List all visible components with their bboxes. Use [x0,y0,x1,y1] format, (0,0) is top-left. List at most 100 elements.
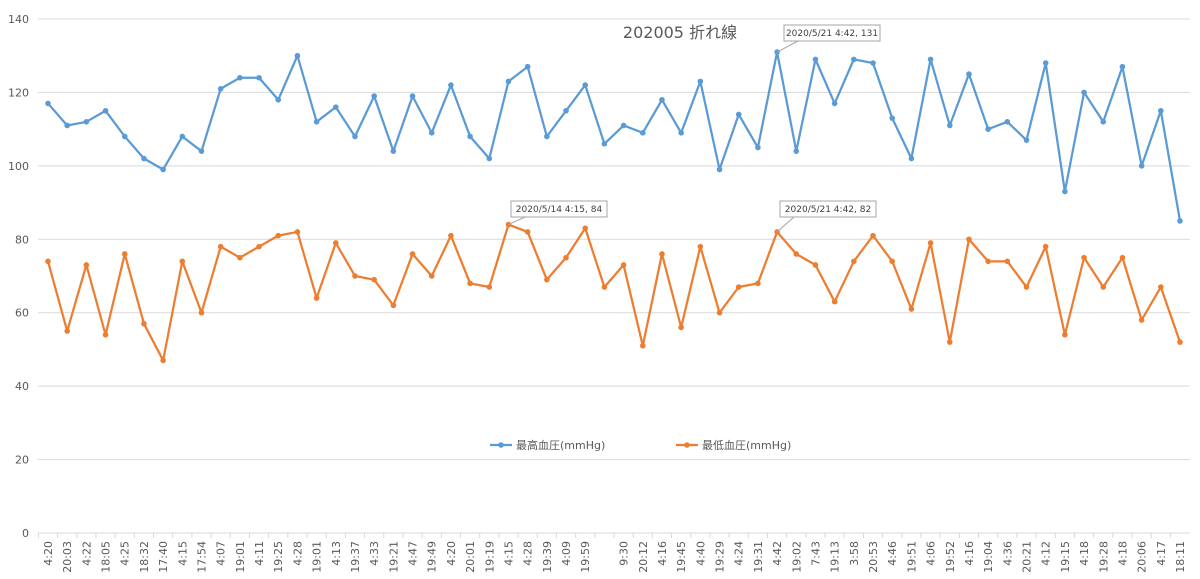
x-tick-label: 19:49 [426,541,439,573]
x-tick-label: 20:21 [1021,541,1034,573]
point [735,284,742,290]
x-tick-label: 19:45 [675,541,688,573]
y-tick-label: 120 [8,86,29,99]
point [1100,119,1107,125]
point [352,273,358,279]
point [927,240,934,246]
point [793,148,800,154]
point [448,232,454,239]
x-tick-label: 4:47 [407,541,420,566]
point [121,251,128,257]
legend-marker [498,442,504,448]
x-tick-label: 19:59 [579,541,592,573]
point [102,107,109,114]
point [486,284,493,290]
point [812,262,819,268]
x-tick-label: 4:40 [694,541,707,566]
point [755,144,761,151]
point [198,148,205,154]
point [141,320,147,327]
y-tick-label: 140 [8,13,29,26]
point [217,85,224,92]
x-tick-label: 4:18 [1116,541,1129,566]
x-tick-label: 4:22 [80,541,93,566]
point [256,243,262,250]
point [966,71,972,77]
point [659,96,665,103]
x-tick-label: 9:30 [618,541,631,566]
point [1177,218,1183,224]
x-tick-label: 19:19 [483,541,496,573]
chart-title: 202005 折れ線 [623,23,737,42]
point [985,126,991,132]
point [237,74,243,81]
point [1042,60,1049,66]
point [1081,254,1087,261]
x-tick-label: 4:25 [119,541,132,566]
y-tick-label: 80 [15,233,29,246]
point [870,60,876,66]
x-tick-label: 19:39 [541,541,554,573]
point [1004,119,1011,125]
point [428,273,435,279]
x-tick-label: 19:25 [272,541,285,573]
point [659,251,665,257]
point [1158,107,1164,114]
x-tick-label: 4:36 [1001,541,1014,566]
point [332,104,339,110]
point [831,100,838,107]
callout-box [510,200,608,218]
point [563,254,569,261]
point [601,141,608,147]
point [83,262,90,268]
x-tick-label: 19:37 [349,541,362,573]
point [275,96,282,103]
point [198,309,205,316]
point [735,111,742,118]
callout-leader [508,216,526,226]
point [812,56,819,63]
point [1023,137,1030,143]
x-tick-label: 4:15 [176,541,189,566]
x-tick-label: 20:53 [867,541,880,573]
x-tick-label: 18:11 [1174,541,1187,573]
point [83,119,90,125]
annotation: 2020/5/21 4:42, 131 [786,29,878,39]
point [45,258,51,265]
point [966,236,972,243]
x-tick-label: 20:01 [464,541,477,573]
x-tick-label: 4:20 [445,541,458,566]
point [1023,284,1030,290]
point [524,229,531,235]
point [160,357,166,364]
callout-box [783,24,881,42]
x-tick-label: 19:28 [1097,541,1110,573]
point [889,258,896,265]
point [294,229,301,235]
point [793,251,800,257]
x-tick-label: 17:40 [157,541,170,573]
x-tick-label: 19:13 [829,541,842,573]
x-tick-label: 18:32 [138,541,151,573]
point [237,254,243,261]
point [524,63,531,70]
y-tick-label: 40 [15,380,29,393]
point [544,133,550,140]
point [716,166,723,173]
x-tick-label: 7:43 [809,541,822,566]
x-tick-label: 4:33 [368,541,381,566]
point [1042,243,1049,250]
y-tick-label: 60 [15,307,29,320]
point [1119,63,1126,70]
point [179,258,186,265]
point [908,306,915,312]
x-tick-label: 17:54 [195,541,208,573]
x-tick-label: 19:04 [982,541,995,573]
point [371,93,377,99]
x-tick-label: 19:52 [944,541,957,573]
point [1138,317,1145,323]
point [927,56,934,63]
y-tick-label: 0 [22,527,29,540]
legend-marker [684,442,690,448]
